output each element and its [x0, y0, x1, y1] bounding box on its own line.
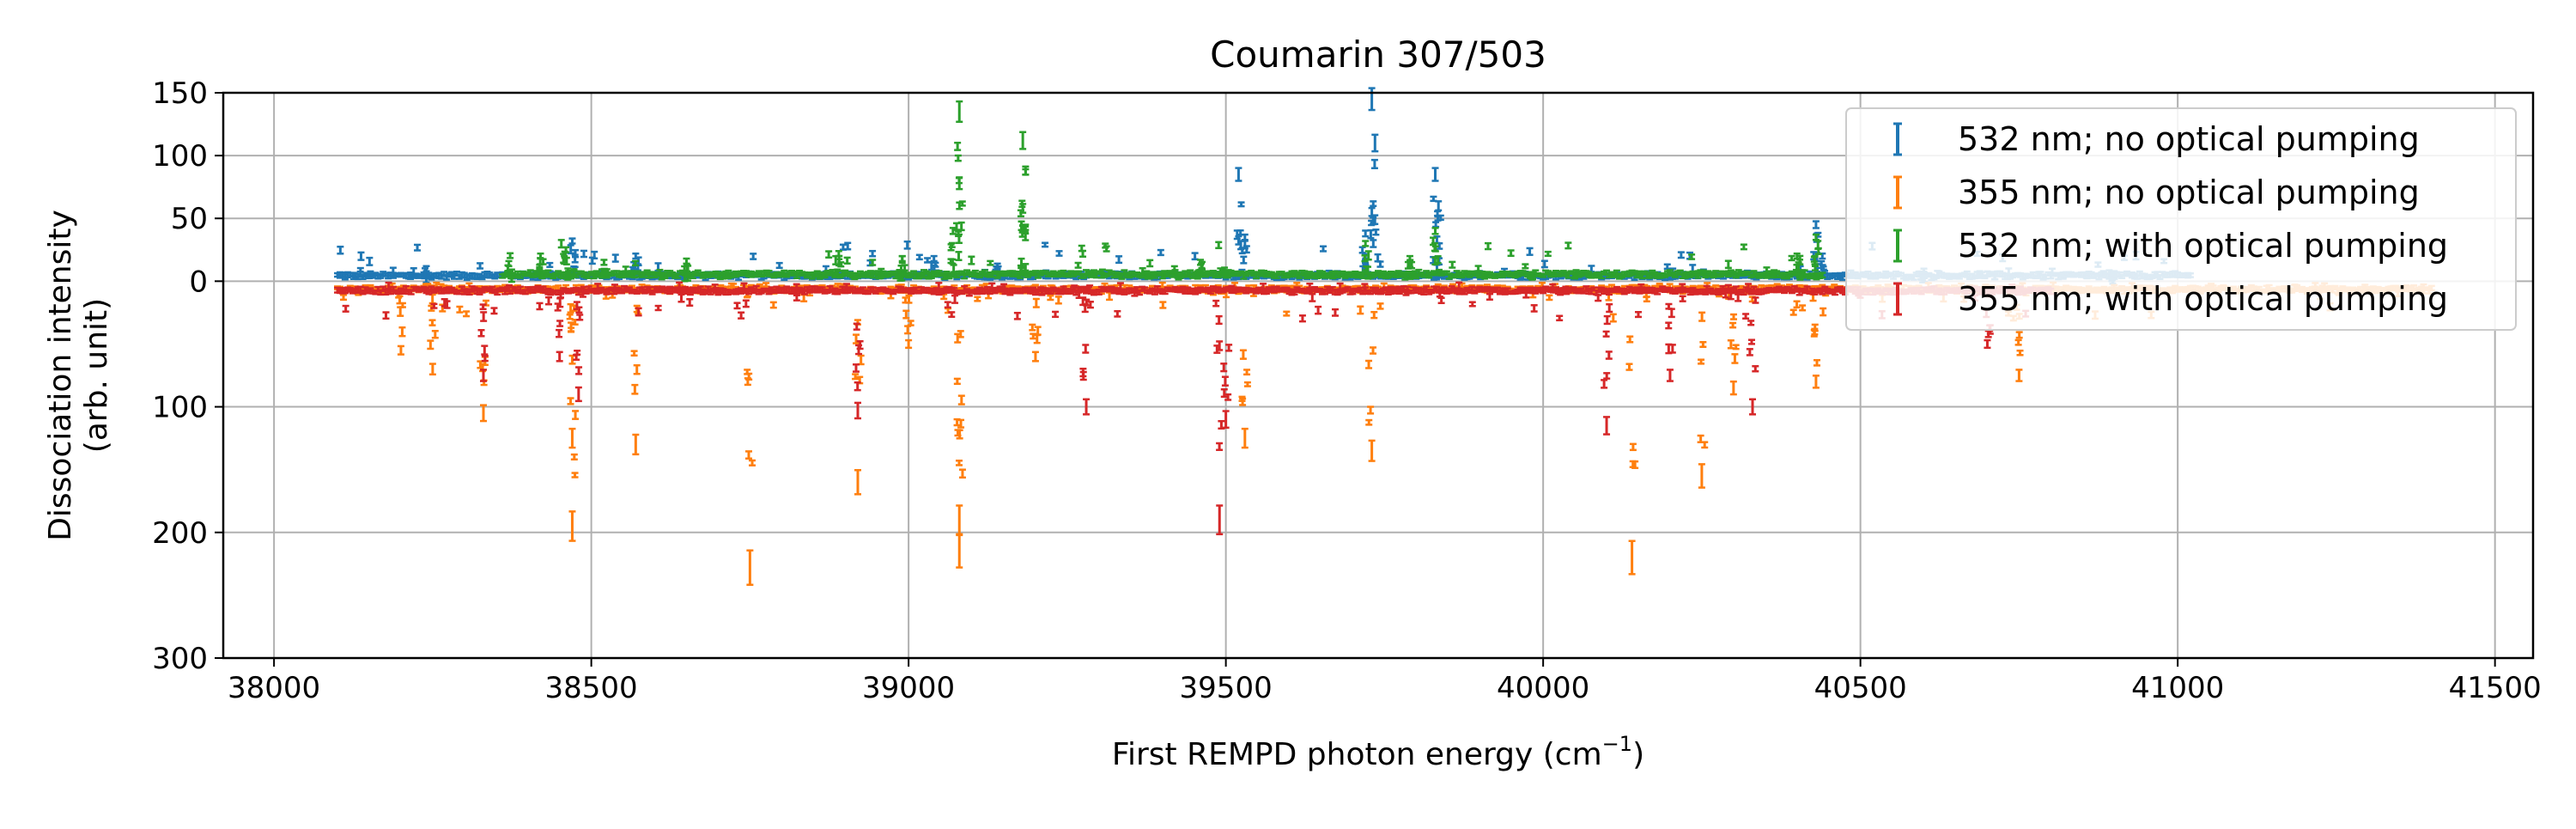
chart-svg: 3800038500390003950040000405004100041500… [0, 0, 2576, 825]
chart-figure: 3800038500390003950040000405004100041500… [0, 0, 2576, 825]
